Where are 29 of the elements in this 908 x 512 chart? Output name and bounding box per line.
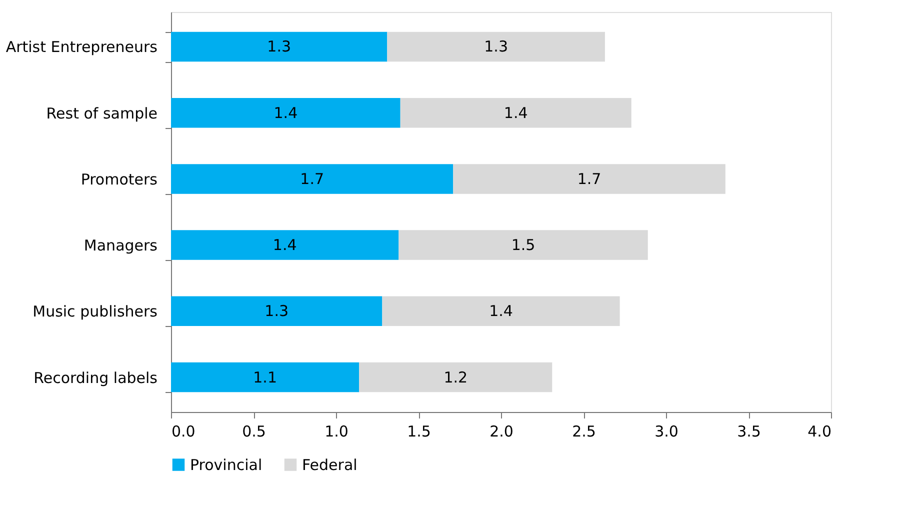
x-tick-label: 1.0 [324, 422, 348, 440]
data-label: 1.3 [484, 38, 508, 56]
x-tick-label: 3.0 [654, 422, 678, 440]
data-label: 1.4 [489, 302, 513, 320]
data-label: 1.2 [444, 368, 468, 386]
data-label: 1.3 [264, 302, 289, 320]
data-label: 1.4 [274, 104, 298, 122]
x-tick-label: 2.0 [490, 422, 514, 440]
data-label: 1.4 [272, 236, 297, 254]
y-tick-label: Recording labels [34, 368, 158, 387]
data-label: 1.1 [253, 368, 277, 386]
x-tick-label: 3.5 [737, 422, 761, 440]
x-tick-label: 2.5 [572, 422, 596, 440]
x-tick-label: 0.5 [242, 422, 266, 440]
data-label: 1.4 [504, 104, 528, 122]
legend-label: Federal [302, 456, 358, 474]
y-tick-label: Artist Entrepreneurs [6, 38, 158, 56]
data-label: 1.7 [300, 170, 324, 188]
y-tick-label: Music publishers [32, 302, 158, 321]
y-tick-label: Managers [84, 236, 158, 255]
x-tick-label: 1.5 [407, 422, 431, 440]
x-tick-label: 0.0 [172, 422, 196, 440]
y-tick-label: Promoters [80, 170, 158, 188]
data-label: 1.7 [577, 170, 602, 188]
legend-label: Provincial [190, 456, 262, 474]
x-tick-label: 4.0 [808, 422, 832, 440]
data-label: 1.5 [511, 236, 536, 254]
data-label: 1.3 [267, 38, 292, 56]
y-tick-label: Rest of sample [46, 104, 158, 122]
